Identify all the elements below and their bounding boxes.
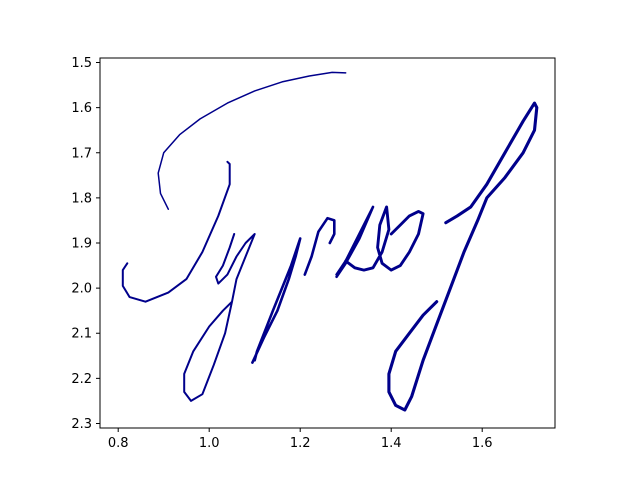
y-tick-label: 1.5 bbox=[71, 56, 92, 71]
series-layer bbox=[121, 71, 539, 412]
stroke-series-1 bbox=[157, 71, 347, 210]
stroke-series-4 bbox=[251, 237, 302, 364]
y-tick-label: 1.7 bbox=[71, 146, 92, 161]
x-tick-label: 1.4 bbox=[381, 436, 402, 451]
stroke-series-2 bbox=[121, 160, 231, 303]
x-tick-label: 1.2 bbox=[290, 436, 311, 451]
y-tick-label: 2.0 bbox=[71, 282, 92, 297]
x-tick-label: 1.6 bbox=[472, 436, 493, 451]
x-axis: 0.8 1.0 1.2 1.4 1.6 bbox=[108, 428, 493, 451]
y-tick-label: 1.8 bbox=[71, 191, 92, 206]
stroke-series-3 bbox=[183, 233, 256, 402]
plot-area bbox=[100, 58, 555, 428]
x-tick-label: 0.8 bbox=[108, 436, 129, 451]
y-tick-label: 2.1 bbox=[71, 327, 92, 342]
y-tick-label: 2.3 bbox=[71, 417, 92, 432]
stroke-series-8 bbox=[387, 101, 539, 412]
x-tick-label: 1.0 bbox=[199, 436, 220, 451]
y-tick-label: 1.6 bbox=[71, 101, 92, 116]
y-tick-label: 2.2 bbox=[71, 372, 92, 387]
stroke-series-7 bbox=[344, 205, 425, 272]
stroke-series-5 bbox=[303, 216, 336, 276]
y-axis: 1.5 1.6 1.7 1.8 1.9 2.0 2.1 2.2 2.3 bbox=[71, 56, 100, 432]
y-tick-label: 1.9 bbox=[71, 237, 92, 252]
